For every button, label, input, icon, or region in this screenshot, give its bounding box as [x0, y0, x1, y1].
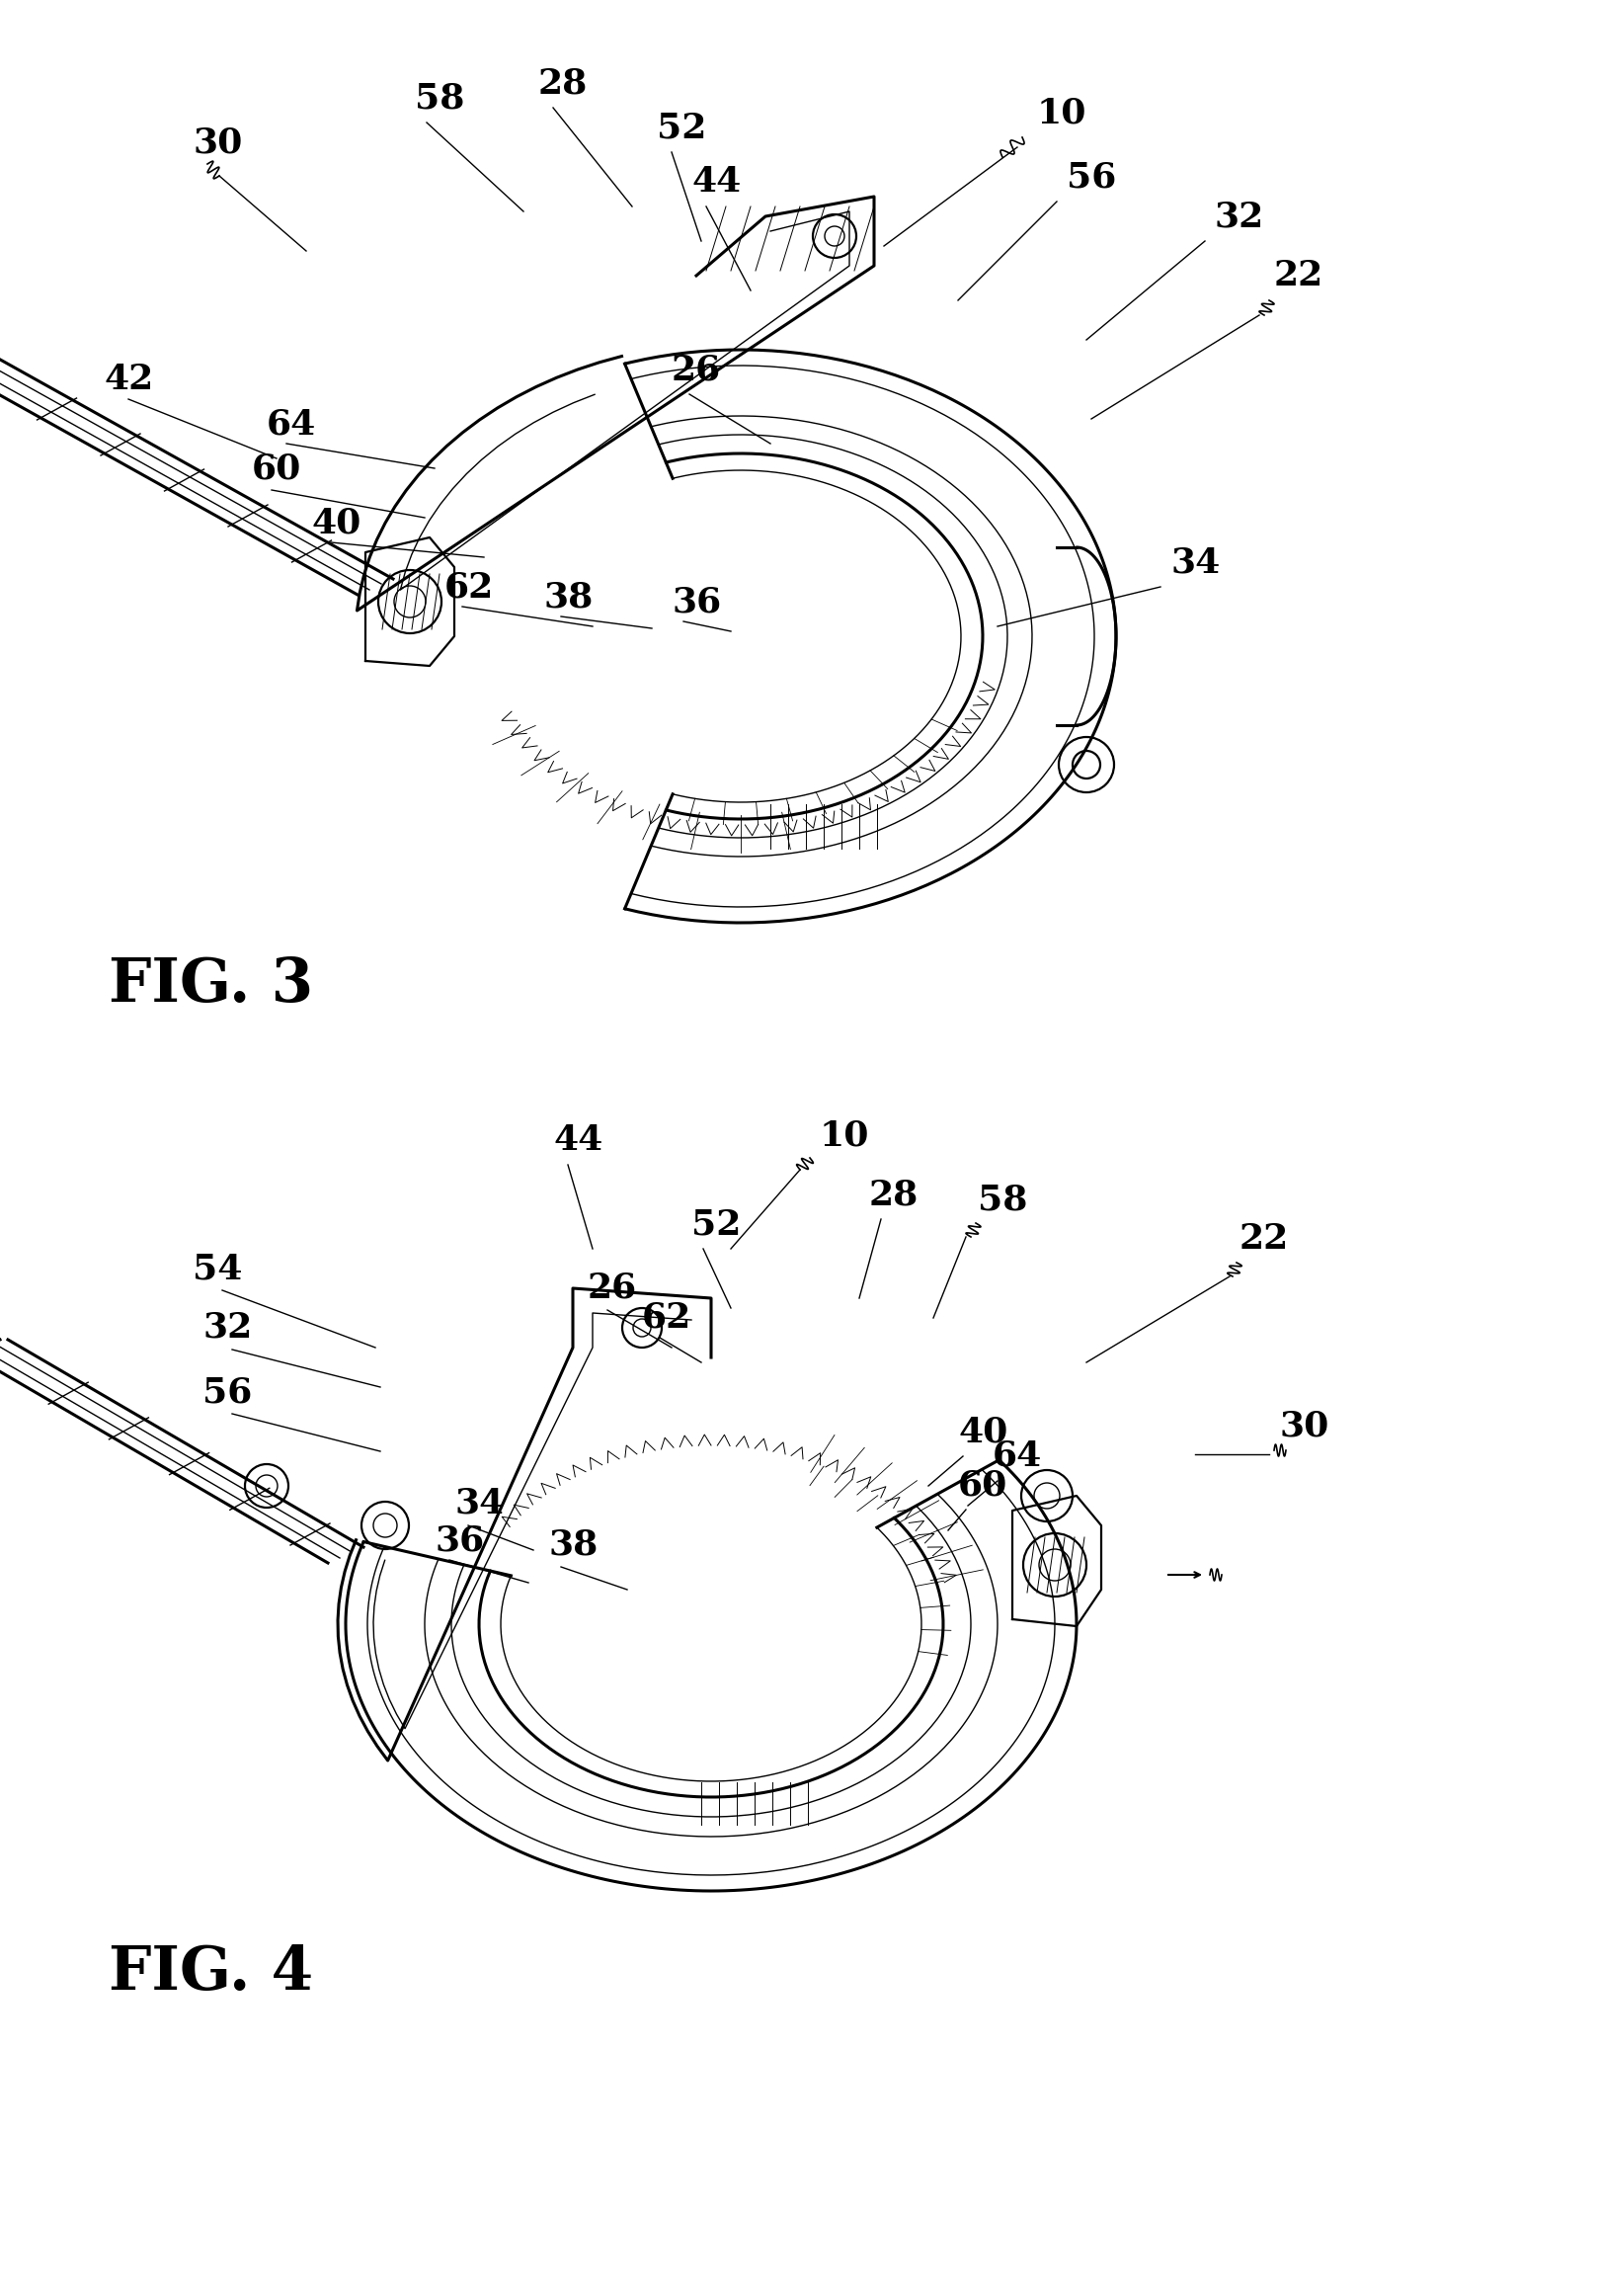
- Text: 36: 36: [435, 1525, 484, 1557]
- Text: 54: 54: [192, 1251, 243, 1286]
- Text: FIG. 4: FIG. 4: [109, 1942, 313, 2002]
- Text: 62: 62: [445, 569, 494, 604]
- Text: 44: 44: [691, 165, 740, 197]
- Text: 10: 10: [820, 1118, 870, 1153]
- Text: 64: 64: [993, 1440, 1043, 1474]
- Text: 22: 22: [1239, 1221, 1289, 1256]
- Text: 38: 38: [544, 581, 593, 613]
- Text: FIG. 3: FIG. 3: [109, 955, 313, 1015]
- Text: 34: 34: [1170, 546, 1220, 579]
- Text: 28: 28: [539, 67, 588, 99]
- Text: 58: 58: [414, 80, 465, 115]
- Text: 64: 64: [267, 406, 317, 441]
- Text: 30: 30: [1279, 1410, 1329, 1444]
- Text: 40: 40: [958, 1414, 1007, 1449]
- Text: 32: 32: [203, 1311, 253, 1345]
- Text: 40: 40: [312, 505, 361, 540]
- Text: 60: 60: [253, 452, 302, 484]
- Text: 56: 56: [1067, 161, 1116, 193]
- Text: 62: 62: [641, 1302, 692, 1334]
- Text: 42: 42: [104, 363, 154, 397]
- Text: 32: 32: [1215, 200, 1265, 234]
- Text: 22: 22: [1274, 259, 1324, 292]
- Text: 58: 58: [977, 1182, 1028, 1217]
- Text: 36: 36: [672, 585, 721, 618]
- Text: 52: 52: [691, 1208, 740, 1240]
- Text: 56: 56: [203, 1375, 253, 1410]
- Text: 30: 30: [192, 126, 243, 158]
- Text: 26: 26: [672, 354, 721, 386]
- Text: 52: 52: [657, 110, 707, 145]
- Text: 60: 60: [958, 1469, 1007, 1502]
- Text: 10: 10: [1038, 96, 1087, 129]
- Text: 38: 38: [548, 1529, 598, 1561]
- Text: 26: 26: [588, 1272, 638, 1304]
- Text: 34: 34: [454, 1486, 504, 1520]
- Text: 28: 28: [870, 1178, 919, 1212]
- Text: 44: 44: [553, 1123, 603, 1157]
